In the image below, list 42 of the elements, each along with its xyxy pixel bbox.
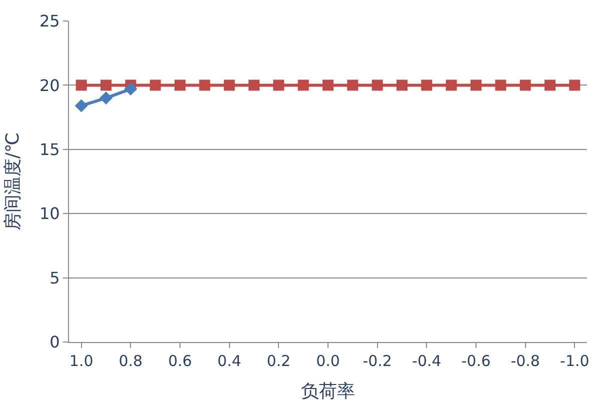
x-axis-title: 负荷率 <box>301 381 355 402</box>
point <box>470 80 482 91</box>
y-axis-title: 房间温度/℃ <box>2 132 24 231</box>
point <box>495 80 506 91</box>
point <box>421 80 432 91</box>
point <box>347 80 358 91</box>
x-tick-label: 0.8 <box>118 352 143 370</box>
point <box>124 82 138 96</box>
x-tick-label: -0.2 <box>362 352 392 370</box>
point <box>544 80 556 91</box>
point <box>100 80 112 91</box>
point <box>520 80 531 91</box>
x-tick-label: 0.0 <box>316 352 340 370</box>
x-tick-label: 0.2 <box>266 352 291 370</box>
point <box>224 80 235 91</box>
y-tick-label: 0 <box>50 332 60 352</box>
point <box>322 80 334 91</box>
x-tick-label: 0.6 <box>168 352 192 370</box>
point <box>199 80 210 91</box>
point <box>569 80 580 91</box>
point <box>150 80 161 91</box>
point <box>372 80 383 91</box>
x-tick-label: -0.6 <box>461 352 491 370</box>
y-tick-label: 15 <box>39 140 60 159</box>
x-tick-label: 0.4 <box>217 352 242 370</box>
point <box>446 80 457 91</box>
point <box>76 80 87 91</box>
x-tick-label: -0.4 <box>412 352 442 370</box>
point <box>396 80 408 91</box>
point <box>273 80 284 91</box>
point <box>174 80 186 91</box>
x-tick-label: -0.8 <box>510 352 540 370</box>
point <box>298 80 309 91</box>
x-tick-label: -1.0 <box>560 352 590 370</box>
point <box>248 80 260 91</box>
y-tick-label: 25 <box>39 12 60 31</box>
y-tick-label: 10 <box>39 204 60 224</box>
point <box>100 92 112 105</box>
y-tick-label: 20 <box>39 76 60 95</box>
y-tick-label: 5 <box>50 268 60 288</box>
x-tick-label: 1.0 <box>69 352 94 370</box>
point <box>74 99 88 112</box>
